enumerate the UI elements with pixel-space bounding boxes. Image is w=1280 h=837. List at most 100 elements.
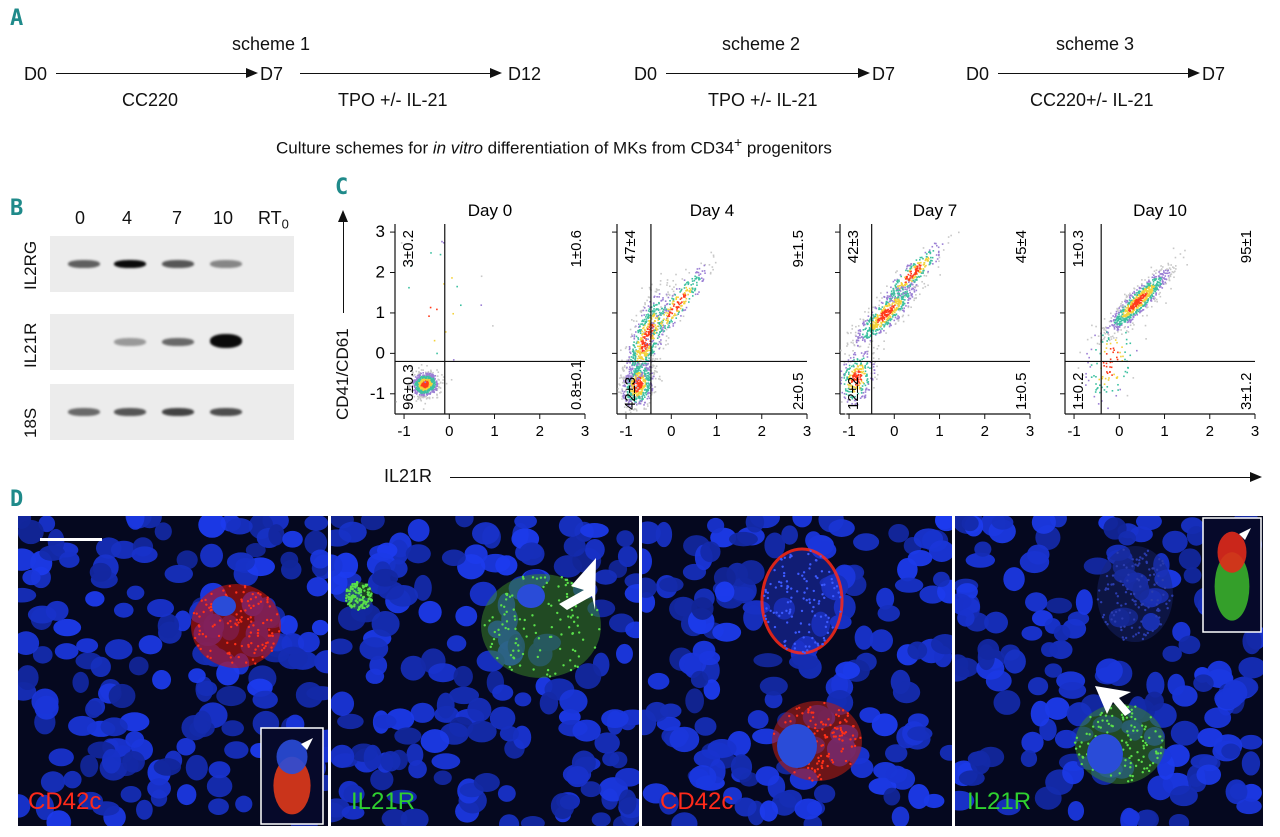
x-tick-label: 1 [1160,423,1168,440]
flow-dots [395,240,494,410]
quadrant-ul: 3±0.2 [400,230,417,267]
x-tick-label: 2 [536,423,544,440]
row-label-18s: 18S [21,407,40,438]
row-label-il21r: IL21R [21,322,40,368]
lane-label-7: 7 [172,208,183,228]
scheme-3-d7: D7 [1202,64,1226,84]
quadrant-lr: 0.8±0.1 [568,360,585,410]
gel-band [114,408,146,416]
gel-band [210,408,242,416]
flow-dots [1077,247,1188,410]
x-tick-label: 1 [490,423,498,440]
y-axis-arrowhead [338,210,348,222]
x-tick-label: 2 [981,423,989,440]
flow-plot-title: Day 10 [1133,201,1187,220]
scheme-2-d0: D0 [634,64,658,84]
x-tick-label: 1 [712,423,720,440]
micro-panel-3: CD42c [642,516,952,826]
micro-label-1: CD42c [28,788,102,815]
culture-caption: Culture schemes for in vitro differentia… [276,134,832,158]
quadrant-ur: 45±4 [1013,230,1030,263]
panel-label-c: C [335,175,349,200]
scheme-1-d12: D12 [508,64,542,84]
x-axis-arrow [450,472,1262,482]
scheme-3-arrow [998,68,1200,78]
quadrant-ul: 47±4 [622,230,639,263]
gel-row-il2rg [50,236,294,292]
quadrant-lr: 3±1.2 [1238,373,1255,410]
scheme-2-seg1: TPO +/- IL-21 [708,90,818,110]
quadrant-ur: 1±0.6 [568,230,585,267]
y-tick-label: 0 [376,343,385,362]
gel-band [162,338,194,346]
flow-dots [617,251,717,414]
gel-band [162,260,194,268]
x-tick-label: 0 [667,423,675,440]
flow-plot-title: Day 7 [913,201,957,220]
x-tick-label: 0 [1115,423,1123,440]
gel-band [114,338,146,346]
flow-plot-title: Day 4 [690,201,734,220]
x-tick-label: 3 [581,423,589,440]
scheme-1-d7: D7 [260,64,284,84]
scheme-2-title: scheme 2 [722,34,801,54]
gel-row-il21r [50,314,294,370]
lane-label-10: 10 [213,208,234,228]
gel-band [68,408,100,416]
flow-plots: Day 0 -1 0 1 2 3 3 2 1 0 -1 3±0.2 1±0.6 96±0.3 0.8±0.1… [370,201,1259,440]
y-tick-label: 1 [376,303,385,322]
quadrant-lr: 2±0.5 [790,373,807,410]
lane-label-rt0: RT0 [258,208,289,232]
gel-band [162,408,194,416]
scheme-1-title: scheme 1 [232,34,311,54]
micro-label-2: IL21R [351,788,416,815]
flow-plot-1: Day 4 -1 0 1 2 3 47±4 9±1.5 42±3 2±0.5 [612,201,811,440]
x-tick-label: -1 [397,423,410,440]
quadrant-ur: 95±1 [1238,230,1255,263]
flow-plot-3: Day 10 -1 0 1 2 3 1±0.3 95±1 1±0.2 3±1.2 [1060,201,1259,440]
scheme-1-arrow-1 [56,68,258,78]
scheme-1-seg1: CC220 [122,90,179,110]
y-axis-arrow [343,218,344,313]
scheme-2-arrow [666,68,870,78]
gel-band [210,334,242,348]
micro-panel-2: IL21R [331,516,639,826]
panel-label-b: B [10,196,24,221]
y-tick-label: 3 [376,222,385,241]
flow-plot-0: Day 0 -1 0 1 2 3 3 2 1 0 -1 3±0.2 1±0.6 96±0.3 0.8±0.1 [370,201,589,440]
flow-plot-2: Day 7 -1 0 1 2 3 42±3 45±4 12±2 1±0.5 [835,201,1034,440]
flow-plot-title: Day 0 [468,201,512,220]
panel-label-d: D [10,487,24,512]
micro-panel-4: IL21R [955,516,1263,826]
flow-xlabel: IL21R [384,466,433,486]
x-tick-label: 0 [445,423,453,440]
flow-dots [840,231,960,415]
scheme-3-seg1: CC220+/- IL-21 [1030,90,1154,110]
x-tick-label: 2 [1206,423,1214,440]
lane-label-4: 4 [122,208,133,228]
y-tick-label: -1 [370,384,385,403]
x-tick-label: 1 [935,423,943,440]
panel-label-a: A [10,6,24,31]
scheme-2-d7: D7 [872,64,896,84]
gel-band [210,260,242,268]
gel-band [114,260,146,268]
row-label-il2rg: IL2RG [21,240,40,290]
scheme-1-arrow-2 [300,68,502,78]
quadrant-lr: 1±0.5 [1013,373,1030,410]
lane-label-0: 0 [75,208,86,228]
x-tick-label: 2 [758,423,766,440]
micro-panel-1: CD42c [18,516,328,826]
quadrant-ll: 12±2 [845,377,862,410]
quadrant-ul: 42±3 [845,230,862,263]
scheme-3-title: scheme 3 [1056,34,1135,54]
x-tick-label: -1 [842,423,855,440]
x-tick-label: -1 [1067,423,1080,440]
scheme-1-d0: D0 [24,64,48,84]
scheme-1-seg2: TPO +/- IL-21 [338,90,448,110]
quadrant-ll: 96±0.3 [400,364,417,410]
scale-bar [40,538,102,541]
flow-ylabel: CD41/CD61 [333,328,352,420]
x-tick-label: 0 [890,423,898,440]
micro-label-3: CD42c [660,788,734,815]
